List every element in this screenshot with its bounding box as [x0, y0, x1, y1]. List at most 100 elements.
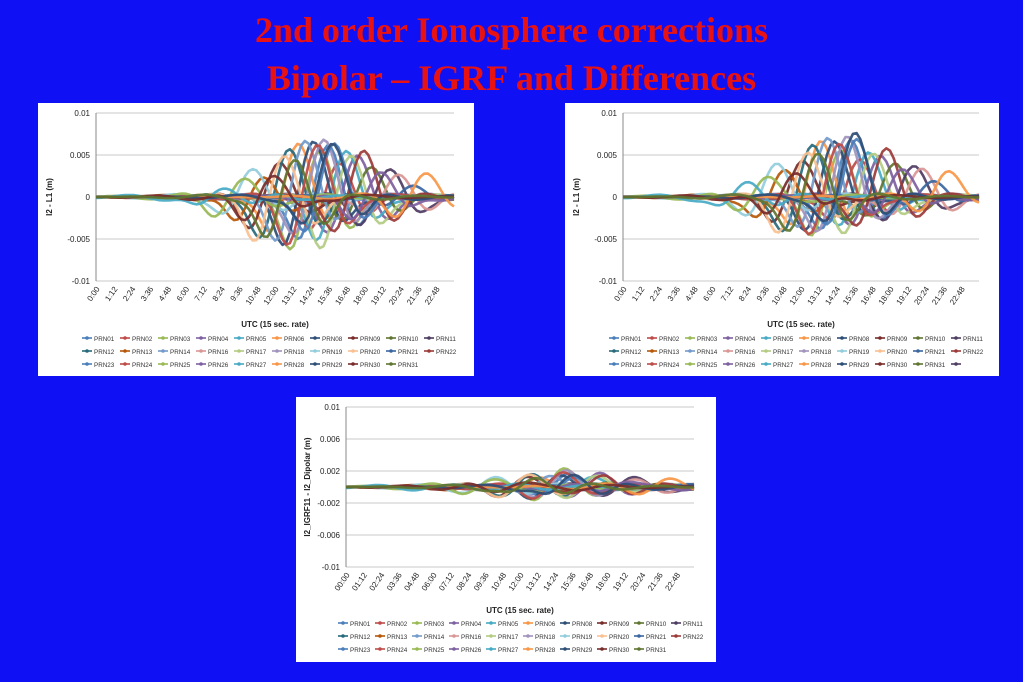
x-tick-label: 09:36 — [472, 571, 491, 593]
legend-marker — [389, 336, 393, 340]
legend-marker — [123, 349, 127, 353]
legend-label: PRN21 — [398, 349, 419, 356]
legend-marker — [563, 621, 567, 625]
legend-marker — [764, 362, 768, 366]
y-tick-label: -0.005 — [594, 235, 617, 244]
legend-marker — [275, 336, 279, 340]
legend-label: PRN01 — [350, 621, 371, 628]
legend-label: PRN25 — [424, 647, 445, 654]
legend-marker — [802, 349, 806, 353]
legend-marker — [161, 362, 165, 366]
x-tick-label: 2:24 — [121, 285, 138, 303]
legend-marker — [600, 647, 604, 651]
y-axis-title: I2 - L1 (m) — [572, 178, 581, 216]
legend-label: PRN18 — [284, 349, 305, 356]
x-tick-label: 3:36 — [139, 285, 156, 303]
x-tick-label: 19:12 — [369, 285, 388, 307]
legend-marker — [612, 349, 616, 353]
legend-label: PRN01 — [621, 336, 642, 343]
legend-label: PRN17 — [246, 349, 267, 356]
x-tick-label: 03:36 — [385, 571, 404, 593]
legend-label: PRN31 — [398, 362, 419, 369]
legend-label: PRN12 — [94, 349, 115, 356]
legend-label: PRN27 — [773, 362, 794, 369]
x-tick-label: 06:00 — [420, 571, 439, 593]
x-tick-label: 16:48 — [576, 571, 595, 593]
x-tick-label: 15:36 — [841, 285, 860, 307]
chart-differences-panel: 0.01 0.006 0.002 -0.002 -0.006 -0.01 00:00 01:1… — [296, 397, 716, 662]
legend-marker — [427, 349, 431, 353]
legend-marker — [389, 362, 393, 366]
x-tick-label: 00:00 — [333, 571, 352, 593]
legend-label: PRN20 — [360, 349, 381, 356]
legend-label: PRN16 — [208, 349, 229, 356]
chart-igrf-panel: 0.01 0.005 0 -0.005 -0.01 0:00 1:12 2:24 3:36 4:4… — [565, 103, 999, 376]
x-tick-label: 01:12 — [350, 571, 369, 593]
legend-label: PRN22 — [436, 349, 457, 356]
legend-label: PRN16 — [461, 634, 482, 641]
legend-label: PRN19 — [572, 634, 593, 641]
x-tick-label: 1:12 — [630, 285, 647, 303]
legend-label: PRN28 — [284, 362, 305, 369]
legend-label: PRN04 — [735, 336, 756, 343]
legend-marker — [123, 362, 127, 366]
legend-marker — [351, 362, 355, 366]
legend-marker — [916, 336, 920, 340]
x-tick-label: 16:48 — [333, 285, 352, 307]
x-tick-label: 9:36 — [229, 285, 246, 303]
x-tick-label: 12:00 — [507, 571, 526, 593]
slide-title-line-2: Bipolar – IGRF and Differences — [266, 58, 757, 98]
legend-marker — [726, 349, 730, 353]
x-tick-label: 14:24 — [542, 571, 561, 593]
legend-marker — [452, 621, 456, 625]
legend-marker — [452, 647, 456, 651]
legend-marker — [526, 621, 530, 625]
legend-label: PRN02 — [387, 621, 408, 628]
legend-label: PRN30 — [609, 647, 630, 654]
x-tick-label: 10:48 — [489, 571, 508, 593]
legend-marker — [237, 349, 241, 353]
series-line-prn31 — [622, 152, 979, 232]
legend-label: PRN06 — [811, 336, 832, 343]
x-tick-label: 21:36 — [646, 571, 665, 593]
x-tick-label: 22:48 — [663, 571, 682, 593]
legend-label: PRN31 — [925, 362, 946, 369]
legend-label: PRN31 — [646, 647, 667, 654]
x-tick-label: 12:00 — [262, 285, 281, 307]
x-tick-label: 22:48 — [948, 285, 967, 307]
legend-marker — [802, 336, 806, 340]
y-tick-label: 0.01 — [324, 403, 340, 412]
y-axis-title: I2_IGRF11 - I2_Dipolar (m) — [303, 437, 312, 536]
legend-marker — [674, 621, 678, 625]
legend-label: PRN11 — [436, 336, 456, 343]
legend-marker — [199, 349, 203, 353]
legend-label: PRN02 — [132, 336, 153, 343]
legend-label: PRN17 — [773, 349, 794, 356]
x-tick-label: 9:36 — [755, 285, 772, 303]
x-tick-label: 10:48 — [770, 285, 789, 307]
legend-label: PRN20 — [887, 349, 908, 356]
legend-marker — [199, 362, 203, 366]
legend-label: PRN22 — [683, 634, 704, 641]
legend-label: PRN06 — [535, 621, 556, 628]
x-tick-label: 14:24 — [823, 285, 842, 307]
legend-label: PRN12 — [621, 349, 642, 356]
legend-marker — [878, 362, 882, 366]
x-tick-label: 6:00 — [701, 285, 718, 303]
x-tick-label: 18:00 — [594, 571, 613, 593]
legend-label: PRN18 — [811, 349, 832, 356]
legend-marker — [489, 634, 493, 638]
legend-label: PRN21 — [646, 634, 667, 641]
chart-igrf: 0.01 0.005 0 -0.005 -0.010:00 1:12 2:24 3:36 4:4… — [572, 109, 984, 369]
legend-label: PRN14 — [697, 349, 718, 356]
legend-marker — [341, 621, 345, 625]
legend-marker — [878, 336, 882, 340]
x-tick-label: 14:24 — [298, 285, 317, 307]
legend-marker — [916, 362, 920, 366]
y-tick-label: 0 — [86, 193, 91, 202]
legend-label: PRN26 — [208, 362, 229, 369]
x-tick-label: 7:12 — [193, 285, 210, 303]
x-tick-label: 21:36 — [930, 285, 949, 307]
legend-marker — [612, 362, 616, 366]
legend-marker — [764, 349, 768, 353]
